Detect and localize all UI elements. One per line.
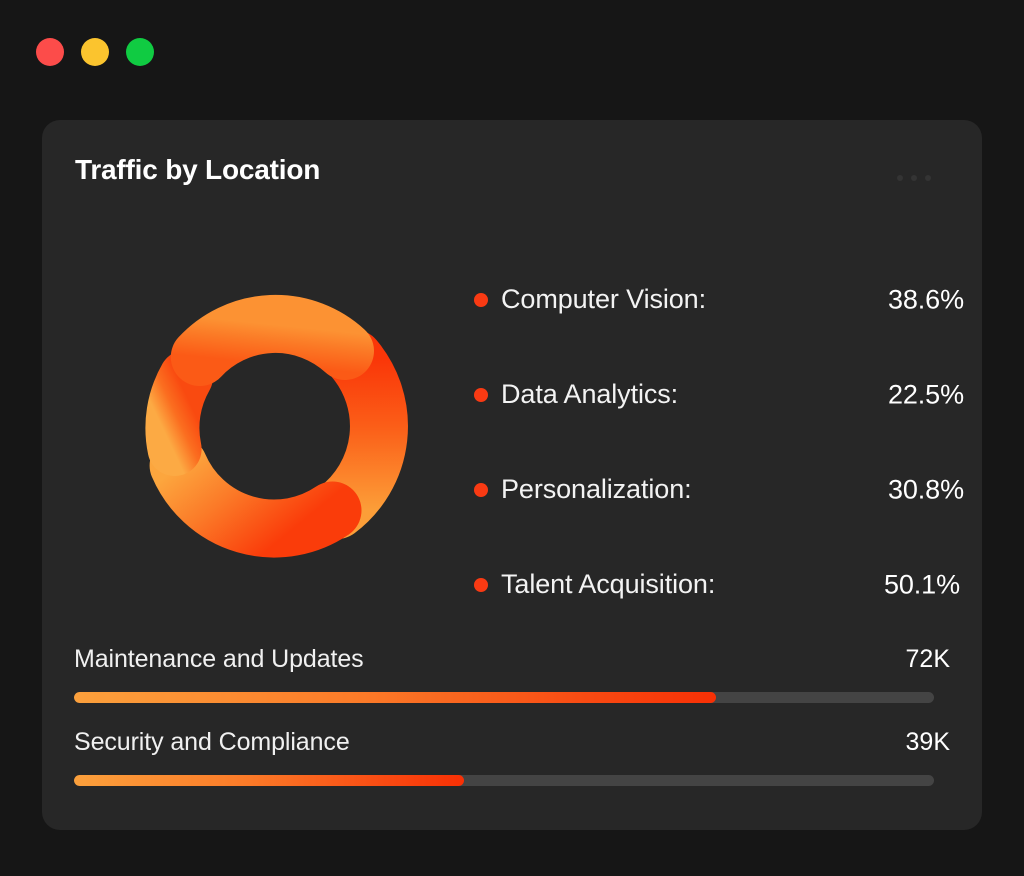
more-horizontal-icon[interactable]	[897, 168, 941, 188]
legend-item-personalization[interactable]: Personalization: 30.8%	[474, 442, 964, 537]
progress-value: 72K	[905, 645, 950, 673]
maximize-button[interactable]	[126, 38, 154, 66]
legend-dot-icon	[474, 292, 488, 307]
donut-chart	[95, 257, 455, 597]
chart-legend: Computer Vision: 38.6% Data Analytics: 2…	[474, 252, 964, 632]
progress-bar-list: Maintenance and Updates 72K Security and…	[74, 645, 950, 786]
progress-value: 39K	[905, 728, 950, 756]
minimize-button[interactable]	[81, 38, 109, 66]
legend-label: Talent Acquisition:	[501, 569, 716, 599]
menu-dot	[911, 175, 917, 181]
legend-value: 22.5%	[887, 379, 964, 409]
legend-value: 50.1%	[883, 569, 960, 599]
donut-segment-personalization[interactable]	[145, 350, 213, 476]
legend-value: 38.6%	[887, 284, 964, 314]
progress-fill	[74, 775, 464, 786]
progress-fill	[74, 692, 716, 703]
traffic-by-location-card: Traffic by Location	[42, 120, 982, 830]
menu-dot	[925, 175, 931, 181]
progress-track[interactable]	[74, 692, 934, 703]
progress-label: Security and Compliance	[74, 728, 350, 756]
progress-item-maintenance-and-updates: Maintenance and Updates 72K	[74, 645, 950, 703]
close-button[interactable]	[36, 38, 64, 66]
progress-item-header: Security and Compliance 39K	[74, 728, 950, 762]
donut-segment-talent-acquisition[interactable]	[170, 295, 374, 386]
window-titlebar	[0, 0, 1024, 104]
menu-dot	[897, 175, 903, 181]
legend-dot-icon	[474, 387, 488, 402]
card-header: Traffic by Location	[42, 120, 982, 220]
legend-dot-icon	[474, 577, 488, 592]
window-controls	[36, 38, 154, 66]
legend-item-data-analytics[interactable]: Data Analytics: 22.5%	[474, 347, 964, 442]
donut-segments	[145, 295, 408, 558]
legend-value: 30.8%	[887, 474, 964, 504]
legend-label: Personalization:	[501, 474, 692, 504]
donut-segment-data-analytics[interactable]	[149, 436, 362, 558]
progress-track[interactable]	[74, 775, 934, 786]
donut-chart-svg	[145, 295, 408, 558]
progress-label: Maintenance and Updates	[74, 645, 364, 673]
legend-label: Data Analytics:	[501, 379, 679, 409]
legend-label: Computer Vision:	[501, 284, 707, 314]
legend-item-computer-vision[interactable]: Computer Vision: 38.6%	[474, 252, 964, 347]
page-title: Traffic by Location	[75, 154, 321, 185]
progress-item-header: Maintenance and Updates 72K	[74, 645, 950, 679]
legend-item-talent-acquisition[interactable]: Talent Acquisition: 50.1%	[474, 537, 964, 632]
legend-dot-icon	[474, 482, 488, 497]
progress-item-security-and-compliance: Security and Compliance 39K	[74, 728, 950, 786]
